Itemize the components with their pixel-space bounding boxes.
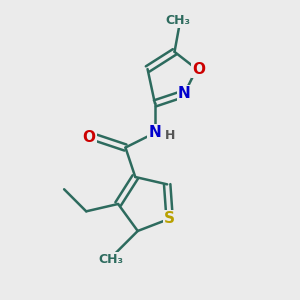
Text: H: H: [165, 129, 175, 142]
Text: O: O: [82, 130, 96, 145]
Text: O: O: [192, 61, 205, 76]
Text: CH₃: CH₃: [166, 14, 191, 27]
Text: N: N: [178, 86, 191, 101]
Text: S: S: [164, 211, 175, 226]
Text: N: N: [148, 125, 161, 140]
Text: CH₃: CH₃: [98, 254, 123, 266]
